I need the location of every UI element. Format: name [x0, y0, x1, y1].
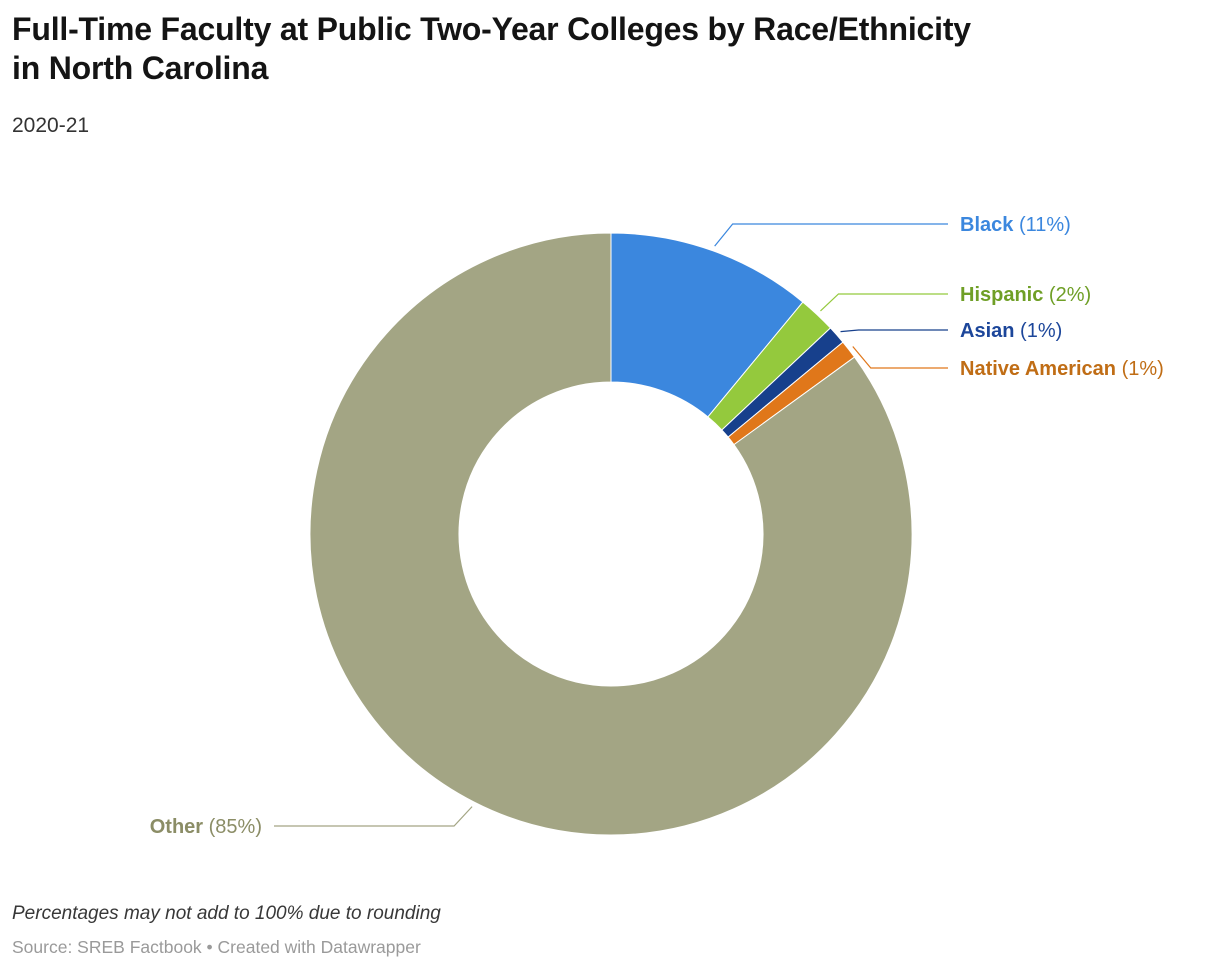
- chart-note: Percentages may not add to 100% due to r…: [12, 903, 441, 924]
- slice-label-black: Black (11%): [960, 214, 1071, 236]
- slice-label-native-american: Native American (1%): [960, 358, 1164, 380]
- label-line-asian: [840, 329, 948, 333]
- chart-source: Source: SREB Factbook • Created with Dat…: [12, 937, 421, 957]
- slice-label-hispanic: Hispanic (2%): [960, 284, 1091, 306]
- label-line-other: [274, 806, 473, 827]
- label-line-black: [714, 223, 948, 247]
- label-line-hispanic: [820, 293, 948, 312]
- chart-header: Full-Time Faculty at Public Two-Year Col…: [12, 10, 1002, 138]
- label-line-native-american: [852, 346, 948, 369]
- slice-label-asian: Asian (1%): [960, 320, 1062, 342]
- slice-label-other: Other (85%): [150, 816, 262, 838]
- chart-subtitle: 2020-21: [12, 114, 90, 138]
- pie-slice-other[interactable]: [309, 232, 913, 836]
- chart-title: Full-Time Faculty at Public Two-Year Col…: [12, 11, 971, 87]
